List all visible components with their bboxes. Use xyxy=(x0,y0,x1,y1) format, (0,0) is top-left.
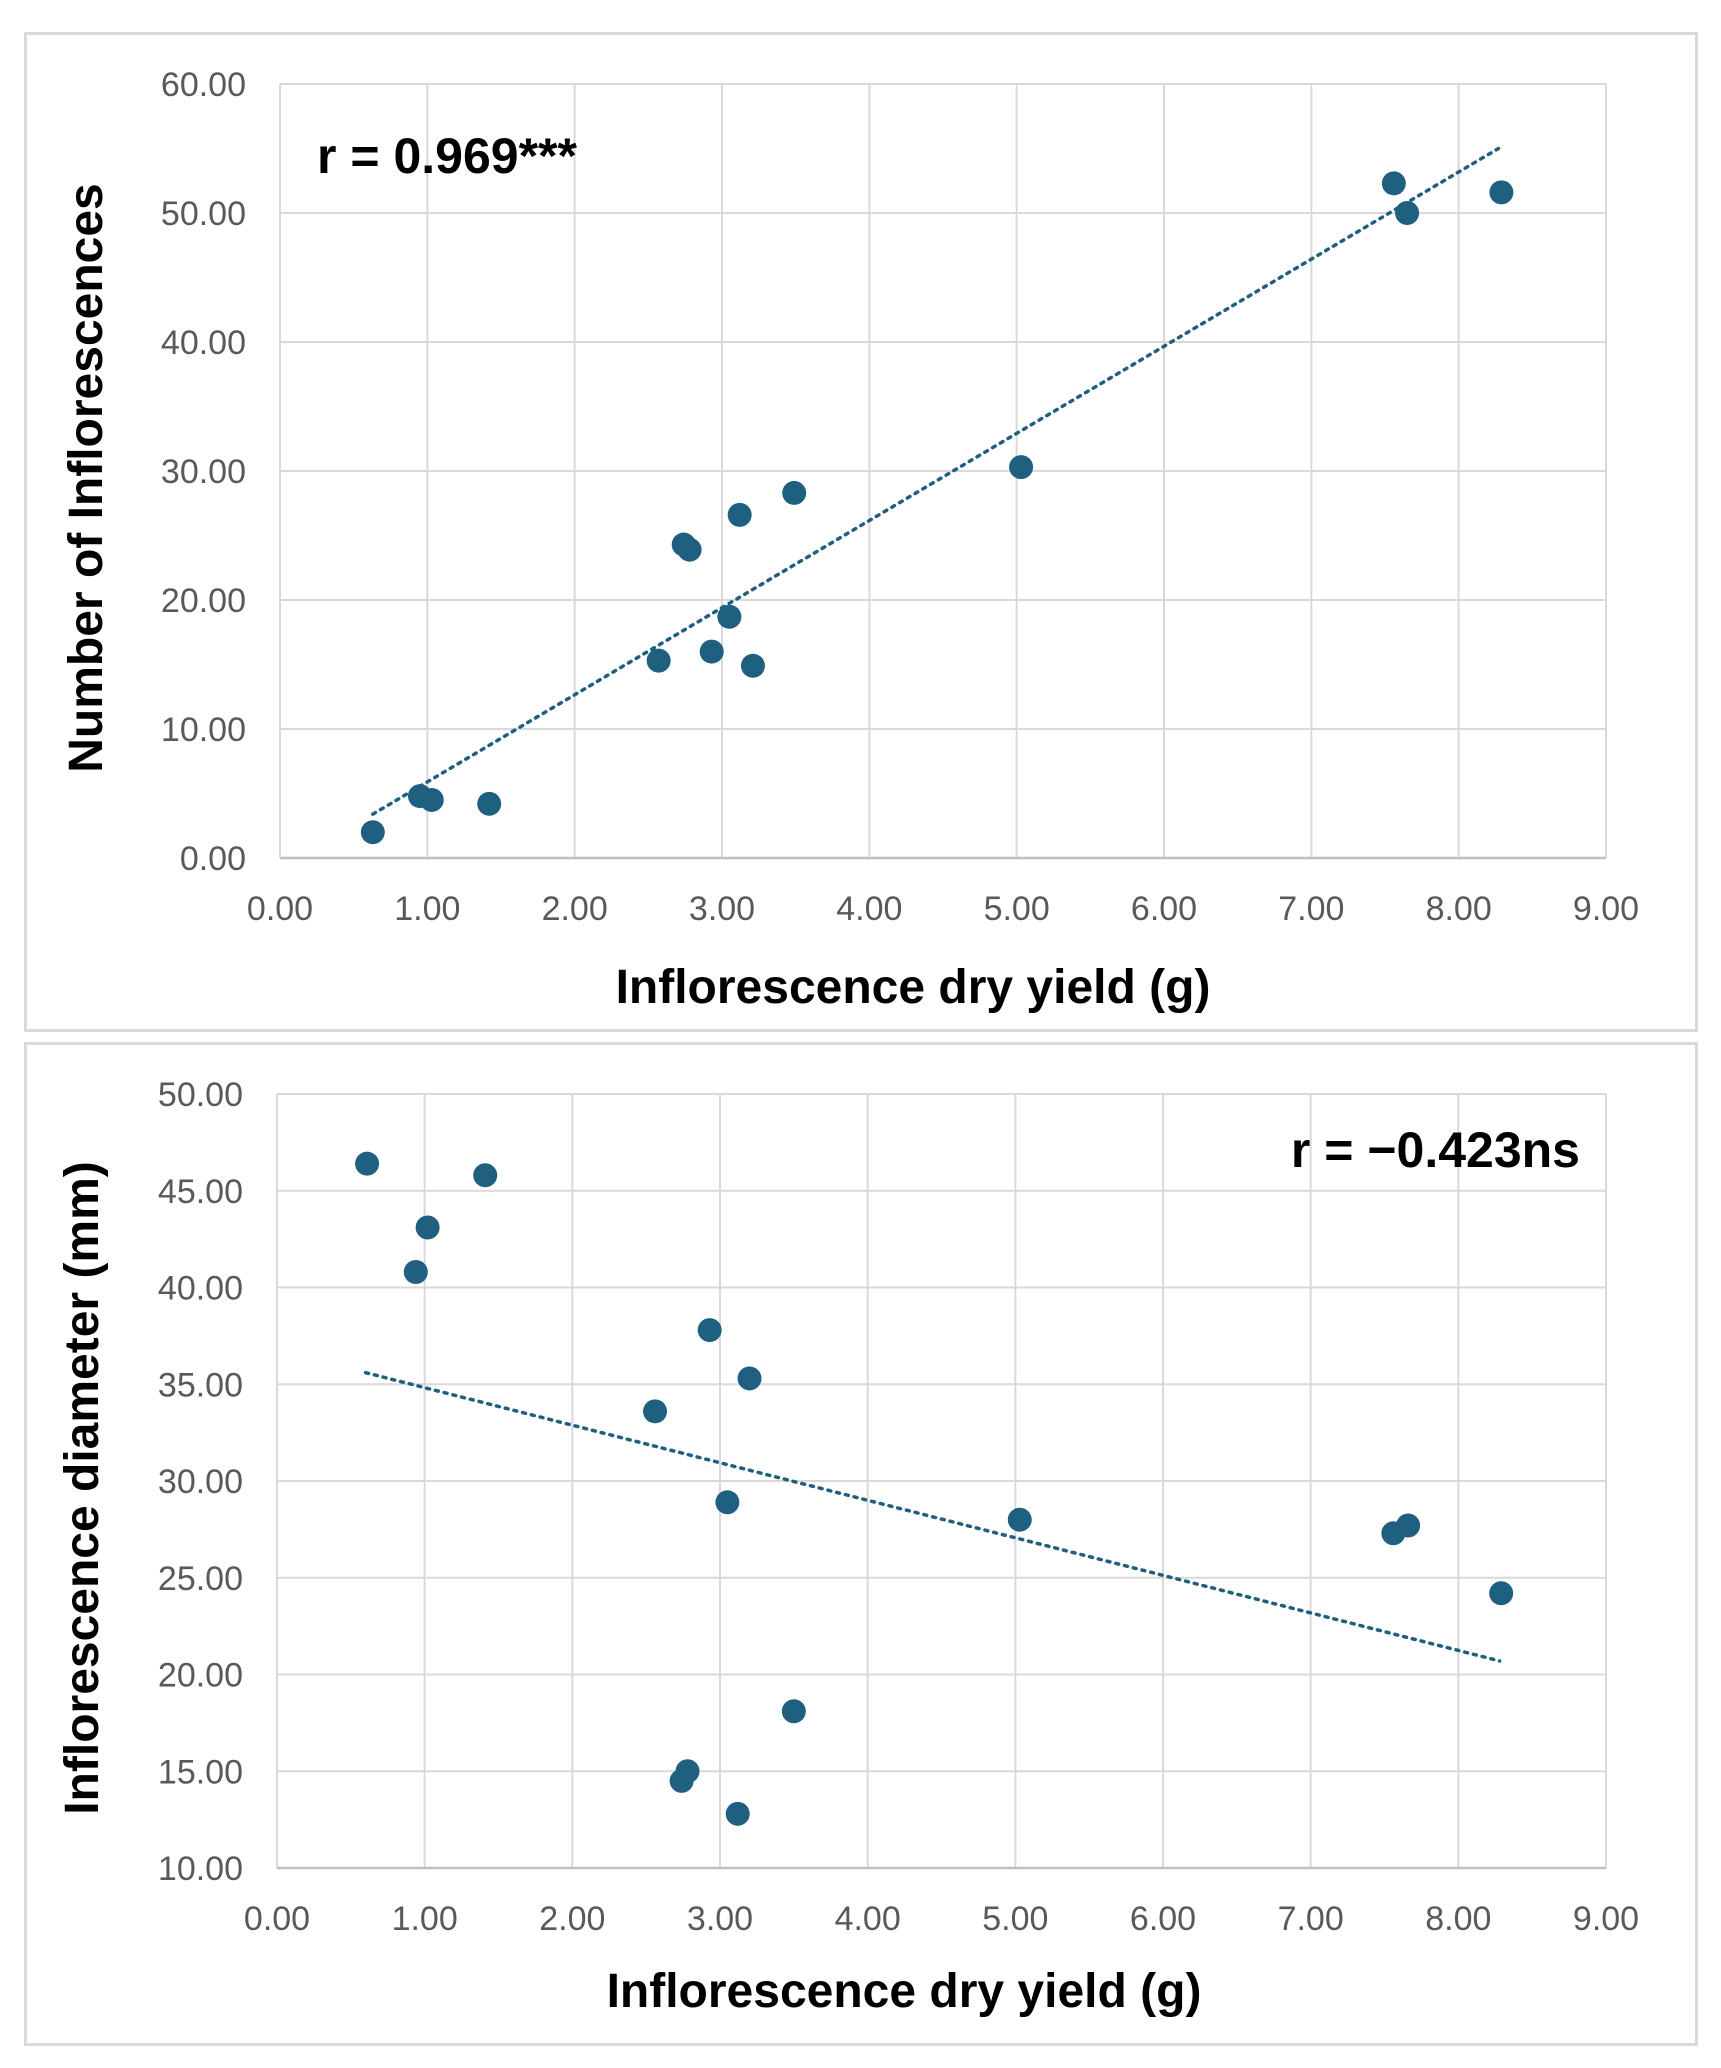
correlation-annotation: r = −0.423ns xyxy=(1291,1122,1580,1178)
x-tick-label: 5.00 xyxy=(982,1900,1048,1938)
data-point xyxy=(781,1699,806,1724)
x-tick-label: 2.00 xyxy=(539,1900,605,1938)
y-tick-label: 60.00 xyxy=(161,66,246,104)
data-point xyxy=(1396,1513,1421,1538)
x-tick-label: 5.00 xyxy=(984,890,1050,928)
data-point xyxy=(477,791,502,816)
y-axis-label: Inflorescence diameter (mm) xyxy=(56,1161,109,1815)
data-point xyxy=(415,1215,440,1240)
data-point xyxy=(1009,455,1034,480)
y-tick-label: 35.00 xyxy=(158,1366,243,1404)
x-tick-label: 2.00 xyxy=(542,890,608,928)
data-point xyxy=(675,1759,700,1784)
y-tick-label: 45.00 xyxy=(158,1173,243,1211)
data-point xyxy=(1381,171,1406,196)
x-tick-label: 3.00 xyxy=(687,1900,753,1938)
data-point xyxy=(360,820,385,845)
data-point xyxy=(737,1366,762,1391)
x-tick-label: 4.00 xyxy=(836,890,902,928)
chart-1: 0.00 1.00 2.00 3.00 4.00 5.00 6.00 7.00 8.00 9.00… xyxy=(161,66,1639,928)
data-point xyxy=(715,1490,740,1515)
x-axis-label: Inflorescence dry yield (g) xyxy=(607,1965,1202,2018)
y-tick-label: 50.00 xyxy=(161,195,246,233)
data-point xyxy=(1489,1581,1514,1606)
data-point xyxy=(419,787,444,812)
x-tick-label: 9.00 xyxy=(1573,1900,1639,1938)
y-tick-label: 50.00 xyxy=(158,1076,243,1114)
x-tick-label: 7.00 xyxy=(1278,890,1344,928)
trendline xyxy=(363,1370,1502,1663)
data-point xyxy=(697,1318,722,1343)
data-point xyxy=(740,653,765,678)
x-tick-label: 8.00 xyxy=(1426,890,1492,928)
data-point xyxy=(355,1151,380,1176)
data-point xyxy=(1489,180,1514,205)
y-tick-label: 10.00 xyxy=(161,711,246,749)
x-tick-label: 1.00 xyxy=(394,890,460,928)
data-point xyxy=(782,480,807,505)
x-axis-label: Inflorescence dry yield (g) xyxy=(616,961,1211,1014)
trendline xyxy=(371,146,1501,816)
x-tick-label: 6.00 xyxy=(1131,890,1197,928)
x-tick-label: 7.00 xyxy=(1278,1900,1344,1938)
data-point xyxy=(1395,201,1420,225)
y-axis-label: Number of Inflorescences xyxy=(60,183,113,773)
data-point xyxy=(473,1163,498,1188)
x-tick-label: 0.00 xyxy=(244,1900,310,1938)
x-tick-label: 3.00 xyxy=(689,890,755,928)
chart-2: 0.00 1.00 2.00 3.00 4.00 5.00 6.00 7.00 8.00 9.00… xyxy=(158,1076,1639,1938)
y-tick-label: 20.00 xyxy=(161,582,246,620)
data-point xyxy=(1007,1507,1032,1532)
data-point xyxy=(717,604,742,629)
data-point xyxy=(643,1399,668,1424)
chart-panel-inflorescence-count xyxy=(24,32,1698,1032)
y-tick-label: 0.00 xyxy=(180,840,246,878)
y-tick-label: 40.00 xyxy=(158,1270,243,1308)
correlation-annotation: r = 0.969*** xyxy=(317,128,577,184)
x-tick-label: 1.00 xyxy=(392,1900,458,1938)
y-tick-label: 15.00 xyxy=(158,1753,243,1791)
y-tick-label: 30.00 xyxy=(161,453,246,491)
data-point xyxy=(699,639,724,664)
y-tick-label: 10.00 xyxy=(158,1850,243,1888)
y-tick-label: 25.00 xyxy=(158,1560,243,1598)
data-point xyxy=(725,1801,750,1826)
data-point xyxy=(727,502,752,527)
chart-panel-inflorescence-diameter xyxy=(24,1042,1698,2046)
y-tick-label: 40.00 xyxy=(161,324,246,362)
y-tick-label: 20.00 xyxy=(158,1657,243,1695)
x-tick-label: 8.00 xyxy=(1425,1900,1491,1938)
data-point xyxy=(403,1260,428,1285)
x-tick-label: 6.00 xyxy=(1130,1900,1196,1938)
y-tick-label: 30.00 xyxy=(158,1463,243,1501)
x-tick-label: 0.00 xyxy=(247,890,313,928)
x-tick-label: 4.00 xyxy=(835,1900,901,1938)
x-tick-label: 9.00 xyxy=(1573,890,1639,928)
data-point xyxy=(677,537,702,562)
data-point xyxy=(646,648,671,673)
